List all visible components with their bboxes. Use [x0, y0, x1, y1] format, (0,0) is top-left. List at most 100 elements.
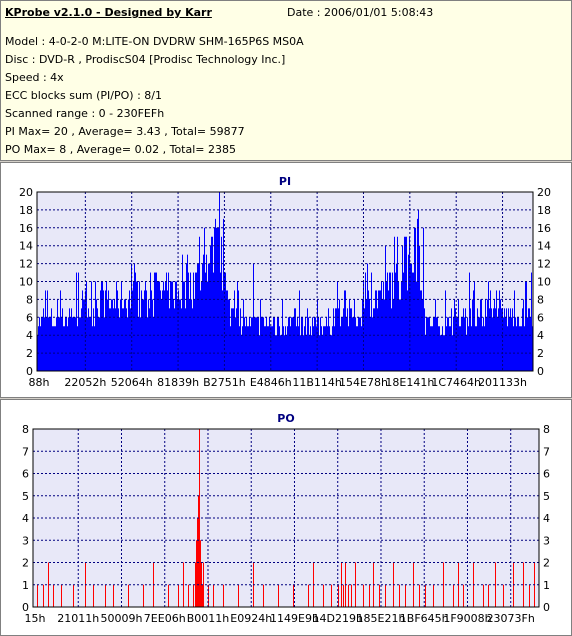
bar	[204, 227, 205, 371]
speed-line: Speed : 4x	[5, 71, 64, 84]
bar	[503, 317, 504, 371]
bar	[342, 317, 343, 371]
bar	[390, 272, 391, 371]
bar	[525, 281, 526, 371]
bar	[428, 317, 429, 371]
bar	[52, 326, 53, 371]
bar	[319, 335, 320, 371]
bar	[278, 584, 279, 607]
bar	[437, 317, 438, 371]
bar	[183, 281, 184, 371]
bar	[284, 335, 285, 371]
bar	[474, 281, 475, 371]
bar	[307, 308, 308, 371]
bar	[477, 308, 478, 371]
bar	[248, 326, 249, 371]
bar	[377, 308, 378, 371]
y-tick-label-right: 20	[537, 186, 551, 199]
bar	[223, 584, 224, 607]
y-tick-label-left: 20	[19, 186, 33, 199]
bar	[480, 299, 481, 371]
bar	[240, 308, 241, 371]
bar	[205, 272, 206, 371]
bar	[483, 317, 484, 371]
bar	[94, 326, 95, 371]
bar	[200, 290, 201, 371]
bar	[310, 326, 311, 371]
bar	[370, 317, 371, 371]
bar	[463, 584, 464, 607]
bar	[190, 272, 191, 371]
bar	[409, 236, 410, 371]
bar	[515, 317, 516, 371]
bar	[201, 281, 202, 371]
bar	[104, 317, 105, 371]
bar	[235, 317, 236, 371]
bar	[379, 584, 380, 607]
bar	[192, 308, 193, 371]
bar	[225, 272, 226, 371]
bar	[476, 326, 477, 371]
bar	[398, 281, 399, 371]
bar	[41, 317, 42, 371]
bar	[140, 317, 141, 371]
bar	[223, 218, 224, 371]
scanned-range-line: Scanned range : 0 - 230FEFh	[5, 107, 165, 120]
bar	[71, 308, 72, 371]
bar	[238, 584, 239, 607]
y-tick-label-left: 18	[19, 204, 33, 217]
bar	[65, 317, 66, 371]
bar	[478, 317, 479, 371]
bar	[128, 299, 129, 371]
bar	[363, 584, 364, 607]
bar	[256, 317, 257, 371]
bar	[531, 272, 532, 371]
bar	[430, 326, 431, 371]
bar	[132, 290, 133, 371]
bar	[348, 584, 349, 607]
bar	[311, 335, 312, 371]
bar	[154, 272, 155, 371]
bar	[352, 317, 353, 371]
bar	[450, 326, 451, 371]
bar	[127, 317, 128, 371]
bar	[288, 317, 289, 371]
y-tick-label-left: 3	[22, 534, 29, 547]
bar	[269, 317, 270, 371]
bar	[88, 308, 89, 371]
bar	[404, 236, 405, 371]
plot-border	[32, 428, 540, 608]
bar	[143, 584, 144, 607]
bar	[475, 326, 476, 371]
bar	[527, 317, 528, 371]
bar	[168, 272, 169, 371]
bar	[326, 317, 327, 371]
bar	[271, 326, 272, 371]
bar	[303, 335, 304, 371]
bar	[508, 308, 509, 371]
bar	[54, 326, 55, 371]
bar	[120, 299, 121, 371]
y-tick-label-right: 14	[537, 240, 551, 253]
bar	[78, 272, 79, 371]
bar	[264, 326, 265, 371]
bar	[220, 272, 221, 371]
bar	[74, 317, 75, 371]
y-tick-label-right: 0	[543, 601, 550, 614]
bar	[129, 290, 130, 371]
bar	[116, 281, 117, 371]
plot-border	[36, 191, 534, 372]
bar	[275, 335, 276, 371]
bar	[56, 317, 57, 371]
bar	[384, 299, 385, 371]
bar	[296, 326, 297, 371]
y-tick-label-left: 0	[26, 365, 33, 378]
bar	[517, 317, 518, 371]
bar	[182, 254, 183, 371]
bar	[335, 308, 336, 371]
y-tick-label-left: 10	[19, 276, 33, 289]
bar	[506, 308, 507, 371]
chart-title: PI	[279, 175, 291, 188]
bar	[293, 584, 294, 607]
y-tick-label-right: 1	[543, 579, 550, 592]
